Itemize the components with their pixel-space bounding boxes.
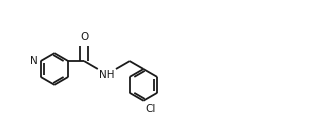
Text: N: N bbox=[30, 56, 38, 66]
Text: Cl: Cl bbox=[145, 104, 155, 113]
Text: NH: NH bbox=[99, 70, 115, 80]
Text: O: O bbox=[80, 32, 88, 42]
